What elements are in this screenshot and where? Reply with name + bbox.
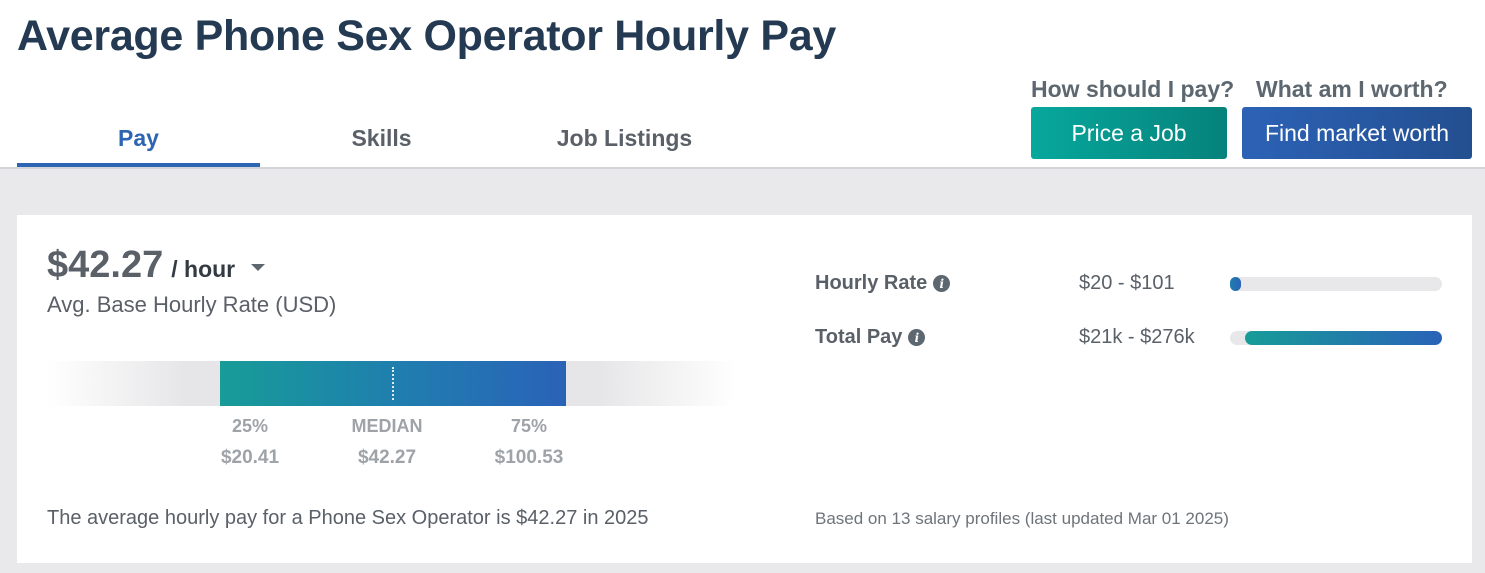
total-pay-range: $21k - $276k — [1079, 326, 1195, 348]
median-marker — [392, 367, 394, 400]
find-market-worth-button[interactable]: Find market worth — [1242, 107, 1472, 159]
total-pay-label-text: Total Pay — [815, 326, 903, 348]
median-label: MEDIAN — [351, 416, 423, 436]
tab-bar: Pay Skills Job Listings — [17, 110, 747, 167]
median-value: $42.27 — [357, 447, 417, 468]
total-pay-label: Total Pay i — [815, 326, 926, 349]
page-title: Average Phone Sex Operator Hourly Pay — [17, 12, 836, 60]
caret-down-icon[interactable] — [251, 264, 266, 271]
summary-text: The average hourly pay for a Phone Sex O… — [47, 507, 649, 529]
tab-job-listings[interactable]: Job Listings — [556, 125, 693, 151]
rate-caption: Avg. Base Hourly Rate (USD) — [47, 292, 337, 317]
price-a-job-button[interactable]: Price a Job — [1031, 107, 1227, 159]
hourly-rate-label: Hourly Rate i — [815, 272, 951, 295]
total-pay-bar — [1230, 331, 1442, 345]
info-icon[interactable]: i — [908, 329, 926, 346]
p25-label: 25% — [231, 416, 269, 436]
p25-value: $20.41 — [220, 447, 280, 468]
price-question: How should I pay? — [1031, 76, 1235, 102]
tab-divider — [0, 167, 1485, 169]
total-pay-bar-fill — [1244, 331, 1442, 345]
tab-skills[interactable]: Skills — [351, 125, 412, 151]
worth-question: What am I worth? — [1256, 76, 1448, 102]
tab-pay[interactable]: Pay — [17, 110, 260, 167]
p75-label: 75% — [510, 416, 548, 436]
p75-value: $100.53 — [494, 447, 564, 468]
hourly-rate-bar-fill — [1230, 277, 1241, 291]
rate-headline: $42.27 / hour — [47, 244, 266, 287]
hourly-rate-label-text: Hourly Rate — [815, 272, 928, 294]
rate-unit-selector[interactable]: / hour — [171, 256, 236, 282]
info-icon[interactable]: i — [933, 275, 951, 292]
data-source-note: Based on 13 salary profiles (last update… — [815, 509, 1229, 528]
hourly-rate-range: $20 - $101 — [1079, 272, 1175, 294]
avg-hourly-rate: $42.27 — [47, 244, 164, 286]
hourly-rate-bar — [1230, 277, 1442, 291]
